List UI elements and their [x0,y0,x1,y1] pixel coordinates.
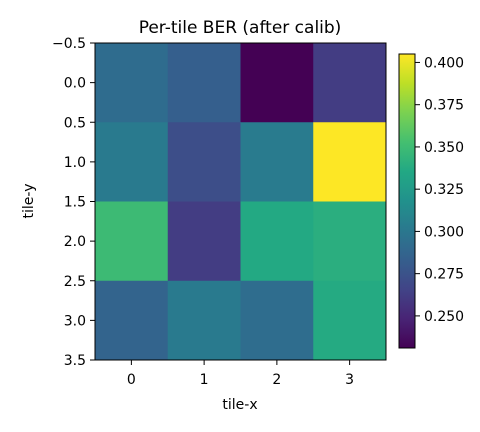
heatmap-cell [167,43,241,123]
heatmap-cell [95,280,169,361]
y-tick-label: −0.5 [52,36,86,52]
heatmap-cell [167,201,241,282]
colorbar-tick-label: 0.250 [424,309,464,325]
chart-title: Per-tile BER (after calib) [139,18,342,38]
colorbar-tick-label: 0.350 [424,140,464,156]
x-tick-label: 0 [127,372,136,388]
heatmap-cell [95,201,169,282]
heatmap-cell [313,43,387,123]
x-axis-ticks: 0 1 2 3 [127,360,354,388]
y-tick-label: 2.0 [64,234,86,250]
colorbar-tick-label: 0.325 [424,182,464,198]
heatmap-cell [313,201,387,282]
y-tick-label: 2.5 [64,274,86,290]
colorbar-tick-label: 0.400 [424,55,464,71]
x-tick-label: 1 [200,372,209,388]
y-tick-label: 3.0 [64,313,86,329]
heatmap-cell [240,43,314,123]
y-axis-label: tile-y [21,184,37,219]
x-axis-label: tile-x [222,397,257,413]
y-tick-label: 0.5 [64,115,86,131]
y-tick-label: 0.0 [64,76,86,92]
heatmap-cell [240,122,314,202]
y-tick-label: 1.0 [64,155,86,171]
x-tick-label: 2 [272,372,281,388]
x-tick-label: 3 [345,372,354,388]
colorbar-tick-label: 0.375 [424,98,464,114]
y-tick-label: 1.5 [64,195,86,211]
heatmap-cells [95,43,387,361]
y-axis-ticks: −0.5 0.0 0.5 1.0 1.5 2.0 2.5 3.0 3.5 [52,36,95,369]
heatmap-cell [167,122,241,202]
heatmap-cell [313,122,387,202]
colorbar-tick-label: 0.275 [424,267,464,283]
colorbar [398,53,416,349]
heatmap-cell [240,201,314,282]
y-tick-label: 3.5 [64,353,86,369]
colorbar-tick-label: 0.300 [424,224,464,240]
heatmap-cell [95,122,169,202]
heatmap-cell [95,43,169,123]
heatmap-cell [167,280,241,361]
heatmap-cell [240,280,314,361]
heatmap-cell [313,280,387,361]
colorbar-ticks: 0.250 0.275 0.300 0.325 0.350 0.375 0.400 [415,55,464,325]
